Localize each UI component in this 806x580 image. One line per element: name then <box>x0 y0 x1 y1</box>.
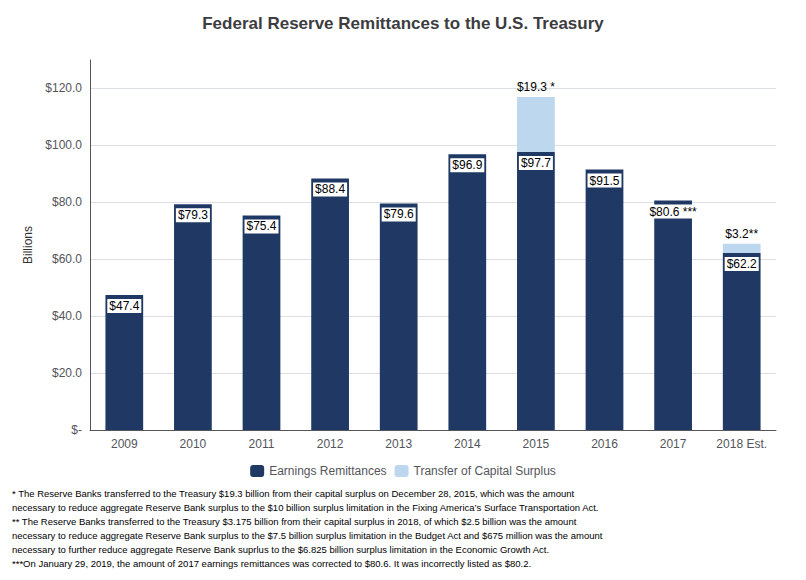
svg-text:$100.0: $100.0 <box>45 138 82 152</box>
svg-text:Billions: Billions <box>21 226 35 264</box>
svg-text:2013: 2013 <box>385 437 412 451</box>
svg-text:$80.0: $80.0 <box>52 195 82 209</box>
svg-text:2010: 2010 <box>180 437 207 451</box>
svg-text:Transfer of Capital Surplus: Transfer of Capital Surplus <box>414 464 556 478</box>
svg-text:Earnings Remittances: Earnings Remittances <box>269 464 386 478</box>
svg-text:$91.5: $91.5 <box>589 174 619 188</box>
svg-text:necessary to reduce aggregate: necessary to reduce aggregate Reserve Ba… <box>12 502 599 513</box>
svg-text:Federal Reserve Remittances to: Federal Reserve Remittances to the U.S. … <box>202 14 604 33</box>
svg-text:$96.9: $96.9 <box>452 158 482 172</box>
svg-text:2017: 2017 <box>660 437 687 451</box>
svg-text:2011: 2011 <box>249 437 275 451</box>
svg-text:$80.6 ***: $80.6 *** <box>649 205 697 219</box>
svg-text:$97.7: $97.7 <box>521 156 551 170</box>
svg-text:* The Reserve Banks transferre: * The Reserve Banks transferred to the T… <box>12 488 575 499</box>
svg-text:2015: 2015 <box>523 437 550 451</box>
svg-text:$40.0: $40.0 <box>52 309 82 323</box>
svg-text:** The Reserve Banks transferr: ** The Reserve Banks transferred to the … <box>12 516 577 527</box>
svg-text:$-: $- <box>71 423 82 437</box>
svg-text:necessary to reduce aggregate: necessary to reduce aggregate Reserve Ba… <box>12 530 603 541</box>
svg-text:$62.2: $62.2 <box>727 257 757 271</box>
svg-text:$20.0: $20.0 <box>52 366 82 380</box>
svg-text:$19.3 *: $19.3 * <box>517 80 555 94</box>
svg-text:2012: 2012 <box>317 437 344 451</box>
svg-text:necessary to further reduce ag: necessary to further reduce aggregate Re… <box>12 544 549 555</box>
svg-text:$3.2**: $3.2** <box>725 227 758 241</box>
svg-text:$79.6: $79.6 <box>384 207 414 221</box>
svg-text:***On January 29, 2019, the am: ***On January 29, 2019, the amount of 20… <box>12 558 531 569</box>
svg-text:$47.4: $47.4 <box>109 299 139 313</box>
svg-text:$79.3: $79.3 <box>178 208 208 222</box>
svg-text:2016: 2016 <box>591 437 618 451</box>
svg-text:$88.4: $88.4 <box>315 182 345 196</box>
svg-text:2014: 2014 <box>454 437 481 451</box>
svg-text:2018 Est.: 2018 Est. <box>716 437 767 451</box>
svg-text:2009: 2009 <box>111 437 138 451</box>
svg-text:$120.0: $120.0 <box>45 81 82 95</box>
svg-text:$60.0: $60.0 <box>52 252 82 266</box>
svg-text:$75.4: $75.4 <box>246 219 276 233</box>
